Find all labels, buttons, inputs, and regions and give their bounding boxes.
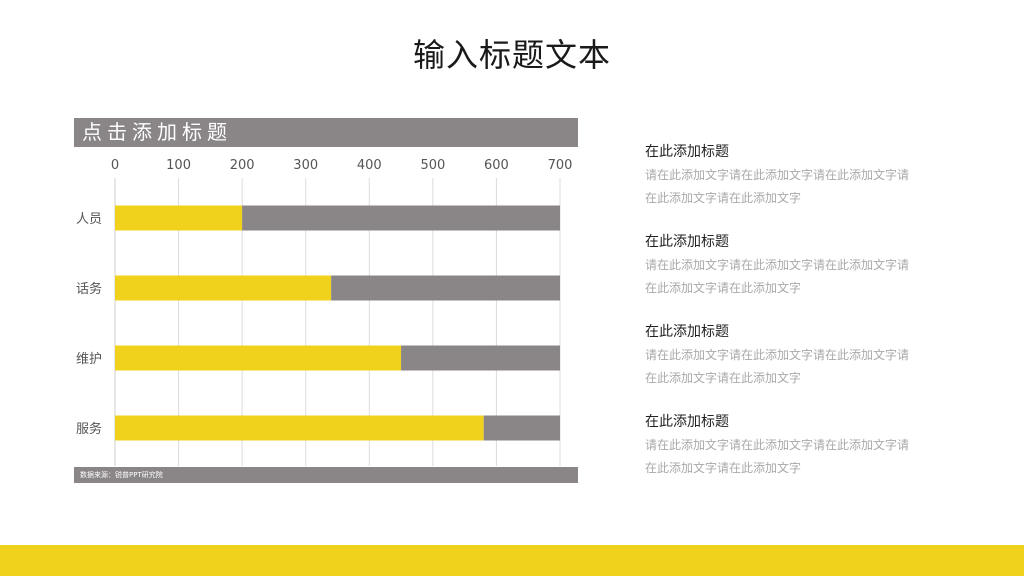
bar-segment: [401, 345, 560, 371]
bottom-accent-band: [0, 545, 1024, 576]
y-category-label: 维护: [76, 352, 102, 367]
note-body: 请在此添加文字请在此添加文字请在此添加文字请在此添加文字请在此添加文字: [645, 348, 910, 385]
bar-segment: [242, 205, 560, 231]
note-title: 在此添加标题: [645, 414, 729, 430]
note-title: 在此添加标题: [645, 324, 729, 340]
x-tick-label: 600: [484, 158, 509, 173]
note-body: 请在此添加文字请在此添加文字请在此添加文字请在此添加文字请在此添加文字: [645, 438, 910, 475]
x-tick-label: 200: [230, 158, 255, 173]
x-tick-label: 700: [548, 158, 573, 173]
page-title: 输入标题文本: [412, 36, 611, 74]
note-item: 在此添加标题 请在此添加文字请在此添加文字请在此添加文字请在此添加文字请在此添加…: [645, 143, 945, 210]
note-title: 在此添加标题: [645, 234, 729, 250]
note-body: 请在此添加文字请在此添加文字请在此添加文字请在此添加文字请在此添加文字: [645, 258, 910, 295]
bar-segment: [483, 415, 560, 441]
chart-header: 点击添加标题: [74, 118, 578, 147]
x-tick-label: 100: [166, 158, 191, 173]
bar-segment: [115, 415, 484, 441]
note-item: 在此添加标题 请在此添加文字请在此添加文字请在此添加文字请在此添加文字请在此添加…: [645, 413, 945, 480]
note-item: 在此添加标题 请在此添加文字请在此添加文字请在此添加文字请在此添加文字请在此添加…: [645, 323, 945, 390]
x-tick-label: 400: [357, 158, 382, 173]
bar-segment: [115, 345, 402, 371]
y-category-label: 人员: [76, 212, 102, 227]
bar-segment: [115, 275, 332, 301]
y-category-label: 话务: [76, 281, 102, 297]
note-title: 在此添加标题: [645, 144, 729, 160]
y-category-label: 服务: [76, 421, 102, 437]
bar-segment: [331, 275, 560, 301]
x-tick-label: 300: [293, 158, 318, 173]
notes-panel: 在此添加标题 请在此添加文字请在此添加文字请在此添加文字请在此添加文字请在此添加…: [645, 143, 945, 503]
bar-segment: [115, 205, 243, 231]
note-item: 在此添加标题 请在此添加文字请在此添加文字请在此添加文字请在此添加文字请在此添加…: [645, 233, 945, 300]
note-body: 请在此添加文字请在此添加文字请在此添加文字请在此添加文字请在此添加文字: [645, 168, 910, 205]
x-axis-ticks: 0 100 200 300 400 500 600 700: [111, 158, 573, 173]
x-tick-label: 0: [111, 158, 119, 173]
bar-series: [115, 205, 560, 441]
chart-source-footer: 数据来源：锐普PPT研究院: [74, 467, 578, 483]
x-tick-label: 500: [420, 158, 445, 173]
